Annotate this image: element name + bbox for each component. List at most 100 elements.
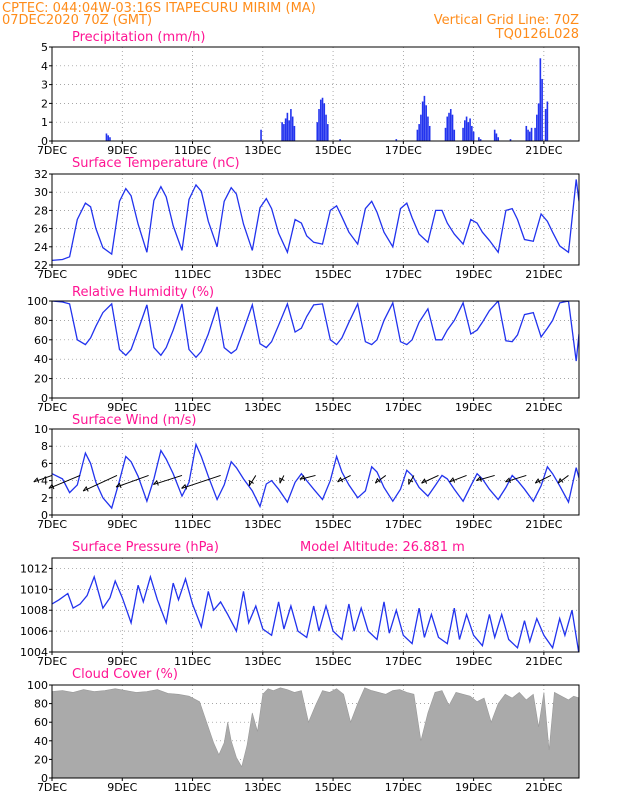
wind-arrow-head bbox=[449, 477, 456, 483]
rh-xtick-label: 13DEC bbox=[244, 401, 281, 414]
precip-bar bbox=[451, 114, 454, 141]
precip-ytick-label: 5 bbox=[41, 41, 48, 54]
precip-xtick-label: 15DEC bbox=[315, 144, 352, 157]
wind-arrow bbox=[115, 474, 149, 488]
wind-ytick-label: 2 bbox=[41, 492, 48, 505]
precip-bar bbox=[291, 116, 294, 141]
wind-xtick-label: 9DEC bbox=[107, 518, 137, 531]
precip-bar bbox=[472, 131, 475, 141]
precip-bar bbox=[425, 105, 427, 141]
precip-bar bbox=[449, 109, 452, 141]
rh-panel: 0 20 40 60 80 100 7DEC 9DEC 11DEC 13DEC 15DEC 17DEC… bbox=[27, 295, 580, 414]
rh-data bbox=[52, 301, 579, 362]
press-xtick-label: 17DEC bbox=[385, 655, 422, 668]
rh-xtick-label: 19DEC bbox=[455, 401, 492, 414]
precip-bar bbox=[471, 125, 473, 141]
wind-arrow bbox=[181, 474, 221, 489]
press-frame bbox=[51, 557, 580, 653]
wind-frame bbox=[51, 428, 580, 516]
precip-bar bbox=[546, 101, 549, 141]
precip-bar bbox=[318, 109, 320, 141]
temp-data bbox=[52, 179, 579, 262]
temp-xtick-label: 15DEC bbox=[315, 268, 352, 281]
temp-ytick-label: 30 bbox=[34, 186, 48, 199]
precip-bar bbox=[288, 120, 290, 141]
precip-ytick-label: 0 bbox=[41, 135, 48, 148]
temp-ytick-label: 32 bbox=[34, 168, 48, 181]
title-temperature: Surface Temperature (nC) bbox=[72, 156, 240, 171]
precip-bar bbox=[469, 118, 471, 141]
temp-series-line bbox=[52, 179, 579, 262]
precip-bar bbox=[462, 127, 464, 141]
rh-ytick-label: 100 bbox=[27, 295, 48, 308]
precip-bar bbox=[427, 116, 429, 141]
press-ytick-label: 1010 bbox=[20, 583, 48, 596]
wind-xtick-label: 13DEC bbox=[244, 518, 281, 531]
precip-bar bbox=[260, 129, 262, 141]
rh-series-line bbox=[52, 301, 579, 362]
wind-arrow-head bbox=[299, 475, 306, 481]
press-xtick-label: 9DEC bbox=[107, 655, 137, 668]
press-xtick-label: 21DEC bbox=[525, 655, 562, 668]
model-altitude-label: Model Altitude: 26.881 m bbox=[300, 540, 465, 555]
precip-bar bbox=[284, 118, 287, 141]
wind-xtick-label: 15DEC bbox=[315, 518, 352, 531]
temp-xtick-label: 19DEC bbox=[455, 268, 492, 281]
wind-arrow bbox=[248, 475, 257, 487]
precip-bar bbox=[525, 125, 528, 141]
title-pressure: Surface Pressure (hPa) bbox=[72, 540, 219, 555]
temp-xtick-label: 17DEC bbox=[385, 268, 422, 281]
precip-bar bbox=[541, 78, 543, 141]
temp-ytick-label: 24 bbox=[34, 241, 48, 254]
temp-ytick-label: 26 bbox=[34, 223, 48, 236]
rh-ytick-label: 80 bbox=[34, 314, 48, 327]
precip-bar bbox=[529, 131, 531, 141]
wind-arrow-head bbox=[248, 479, 254, 486]
precip-bar bbox=[339, 139, 341, 141]
precip-bar bbox=[316, 122, 319, 141]
precip-xtick-label: 9DEC bbox=[107, 144, 137, 157]
rh-ytick-label: 60 bbox=[34, 334, 48, 347]
rh-xtick-label: 15DEC bbox=[315, 401, 352, 414]
temp-xtick-label: 21DEC bbox=[525, 268, 562, 281]
precip-bar bbox=[109, 137, 111, 141]
precip-bar bbox=[464, 120, 466, 141]
wind-arrow bbox=[153, 474, 183, 486]
cloud-panel: 0 20 40 60 80 100 7DEC 9DEC 11DEC 13DEC 15DEC 17DEC… bbox=[27, 679, 580, 794]
press-ytick-label: 1004 bbox=[20, 646, 48, 659]
cloud-xtick-label: 19DEC bbox=[455, 781, 492, 794]
wind-arrow-head bbox=[153, 479, 159, 486]
precip-data bbox=[105, 58, 549, 141]
precip-bar bbox=[544, 109, 547, 141]
press-xtick-label: 11DEC bbox=[174, 655, 211, 668]
wind-arrow-head bbox=[557, 477, 564, 484]
header-date: 07DEC2020 70Z (GMT) bbox=[2, 13, 152, 28]
precip-bar bbox=[416, 129, 419, 141]
precip-bar bbox=[448, 112, 450, 141]
wind-xtick-label: 17DEC bbox=[385, 518, 422, 531]
wind-arrow bbox=[421, 474, 439, 484]
precip-bar bbox=[319, 99, 322, 141]
precip-bar bbox=[539, 58, 542, 141]
precip-bar bbox=[467, 122, 470, 141]
rh-xtick-label: 7DEC bbox=[37, 401, 67, 414]
precip-bar bbox=[281, 122, 283, 141]
precip-panel: 0 1 2 3 4 5 7DEC 9DEC 11DEC 13DEC 15DEC 17DEC 19DEC 2… bbox=[37, 41, 580, 157]
cloud-frame bbox=[51, 684, 580, 779]
precip-bar bbox=[423, 95, 426, 141]
cloud-ytick-label: 100 bbox=[27, 679, 48, 692]
temp-xtick-label: 7DEC bbox=[37, 268, 67, 281]
temp-ytick-label: 28 bbox=[34, 204, 48, 217]
precip-bar bbox=[418, 124, 420, 141]
press-series-line bbox=[52, 574, 579, 652]
precip-bar bbox=[325, 114, 327, 141]
press-panel: 1004 1006 1008 1010 1012 7DEC 9DEC 11DEC 13DEC 15… bbox=[20, 557, 580, 668]
wind-ytick-label: 4 bbox=[41, 475, 48, 488]
precip-xtick-label: 11DEC bbox=[174, 144, 211, 157]
cloud-xtick-label: 7DEC bbox=[37, 781, 67, 794]
wind-arrow-head bbox=[476, 476, 482, 482]
precip-bar bbox=[536, 114, 538, 141]
wind-arrow-head bbox=[33, 477, 40, 483]
precip-bar bbox=[293, 125, 296, 141]
